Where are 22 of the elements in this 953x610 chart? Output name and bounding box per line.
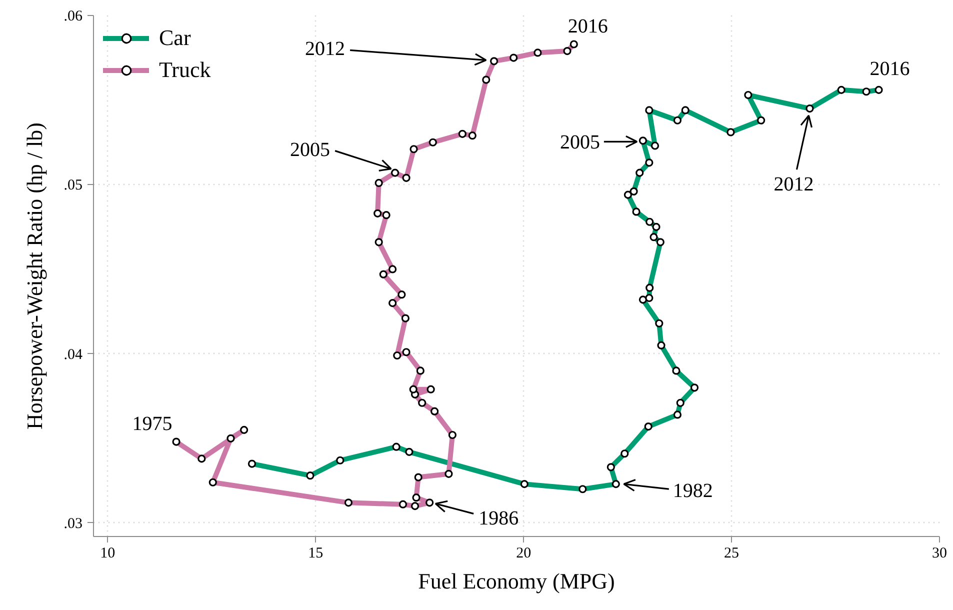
annotation: 2005	[290, 138, 330, 161]
x-tick-label: 20	[516, 546, 532, 562]
x-tick-label: 25	[724, 546, 740, 562]
legend-label: Car	[159, 25, 191, 51]
x-tick-label: 30	[932, 546, 947, 562]
y-tick-label: .04	[64, 346, 83, 363]
y-tick-label: .05	[64, 178, 82, 194]
y-tick-label: .06	[64, 8, 83, 24]
x-axis-title: Fuel Economy (MPG)	[418, 568, 615, 594]
x-tick-label: 10	[100, 546, 116, 562]
y-tick-label: .03	[64, 516, 82, 532]
annotation: 2016	[568, 15, 608, 38]
annotation: 1986	[478, 508, 519, 530]
annotation: 1982	[672, 480, 713, 502]
annotation: 2016	[870, 58, 910, 80]
annotation: 1975	[132, 412, 172, 435]
legend-label: Truck	[159, 57, 211, 83]
annotation: 2005	[560, 132, 600, 154]
x-tick-label: 15	[308, 546, 324, 562]
y-axis-title: Horsepower-Weight Ratio (hp / lb)	[22, 122, 47, 430]
annotation: 2012	[305, 38, 346, 60]
annotation: 2012	[774, 174, 814, 196]
